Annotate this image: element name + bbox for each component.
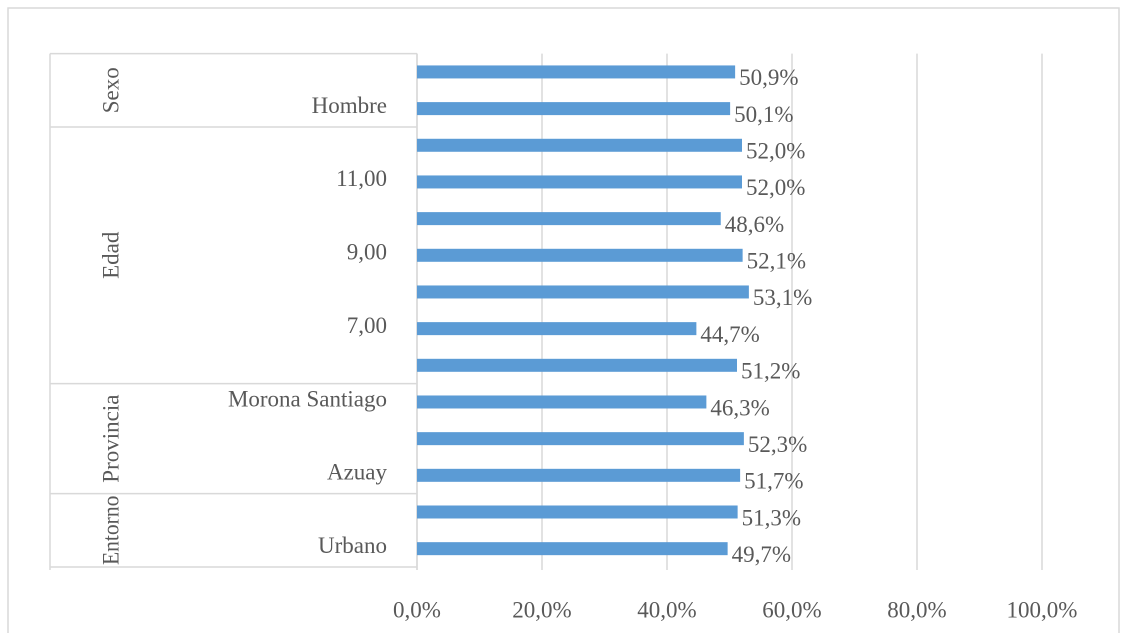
data-label: 48,6% <box>725 212 784 237</box>
bar <box>417 65 736 79</box>
group-label: Sexo <box>98 67 123 113</box>
y-tick-label: Azuay <box>327 460 388 485</box>
data-label: 49,7% <box>732 542 791 567</box>
data-label: 44,7% <box>700 322 759 347</box>
bar <box>417 358 737 372</box>
data-label: 46,3% <box>710 395 769 420</box>
data-label: 53,1% <box>753 285 812 310</box>
x-tick-label: 60,0% <box>762 597 821 622</box>
bar <box>417 248 743 262</box>
bar <box>417 102 731 116</box>
bar <box>417 505 738 519</box>
data-label: 51,3% <box>742 505 801 530</box>
y-tick-label: Morona Santiago <box>228 386 387 411</box>
group-label: Edad <box>98 231 123 279</box>
data-label: 52,0% <box>746 139 805 164</box>
bar <box>417 212 721 226</box>
x-tick-label: 0,0% <box>393 597 441 622</box>
bar <box>417 395 707 409</box>
group-label: Entorno <box>98 496 123 565</box>
bar <box>417 542 728 556</box>
y-tick-label: 11,00 <box>336 166 387 191</box>
bar <box>417 432 744 446</box>
x-tick-label: 40,0% <box>637 597 696 622</box>
bar <box>417 285 749 299</box>
data-label: 52,1% <box>747 249 806 274</box>
x-tick-label: 100,0% <box>1007 597 1078 622</box>
bar <box>417 175 742 189</box>
y-tick-label: 9,00 <box>347 240 387 265</box>
data-label: 50,9% <box>739 65 798 90</box>
group-label: Provincia <box>98 395 123 483</box>
data-label: 52,3% <box>748 432 807 457</box>
y-tick-label: Urbano <box>318 533 387 558</box>
x-tick-label: 80,0% <box>887 597 946 622</box>
data-label: 51,7% <box>744 469 803 494</box>
data-label: 52,0% <box>746 175 805 200</box>
data-label: 51,2% <box>741 359 800 384</box>
data-label: 50,1% <box>734 102 793 127</box>
bar <box>417 138 742 152</box>
y-tick-label: 7,00 <box>347 313 387 338</box>
x-tick-label: 20,0% <box>512 597 571 622</box>
chart-border <box>7 7 1120 638</box>
bar <box>417 468 741 482</box>
y-tick-label: Hombre <box>312 93 387 118</box>
bar <box>417 322 697 336</box>
